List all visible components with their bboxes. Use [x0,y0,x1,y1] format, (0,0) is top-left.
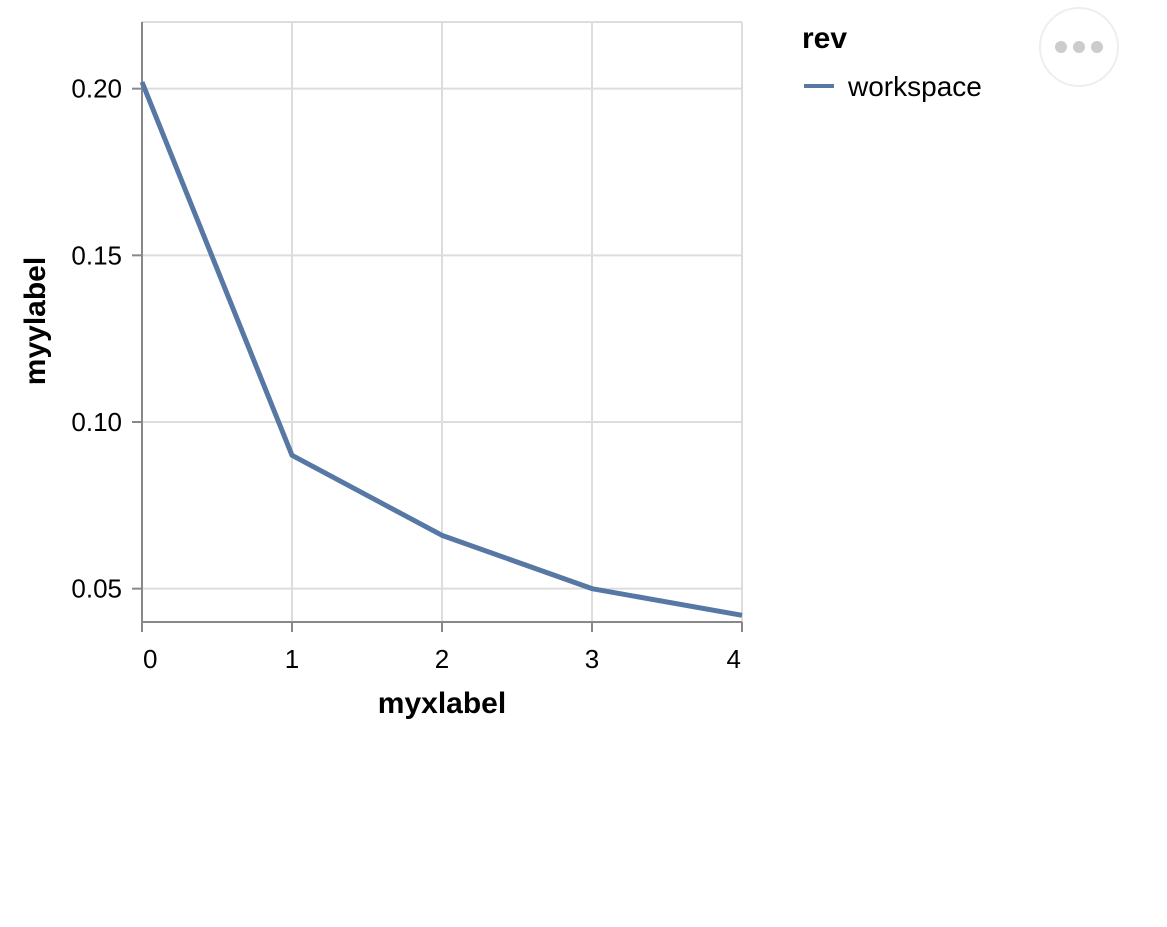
legend-label: workspace [847,71,982,102]
y-tick-label: 0.10 [71,407,122,437]
y-gridlines [142,87,742,590]
x-tick-label: 0 [143,644,157,674]
ellipsis-icon-dot [1055,41,1067,53]
y-tick-labels: 0.05 0.10 0.15 0.20 [71,74,122,604]
x-tick-label: 4 [727,644,741,674]
axes [132,22,743,632]
x-tick-label: 1 [285,644,299,674]
legend: rev workspace [802,22,982,102]
x-tick-label: 3 [585,644,599,674]
x-tick-label: 2 [435,644,449,674]
x-gridlines [141,21,743,622]
y-tick-label: 0.20 [71,74,122,104]
actions-menu-button[interactable] [1039,7,1119,87]
legend-items: workspace [804,71,982,102]
legend-title: rev [802,22,847,55]
ellipsis-icon-dot [1091,41,1103,53]
y-axis-title: myylabel [19,257,52,385]
ellipsis-icon-dot [1073,41,1085,53]
series-line-workspace [139,81,743,618]
x-axis-title: myxlabel [378,687,506,720]
series-layer [139,81,743,618]
x-tick-labels: 0 1 2 3 4 [143,644,741,674]
y-tick-label: 0.15 [71,240,122,270]
y-tick-label: 0.05 [71,574,122,604]
